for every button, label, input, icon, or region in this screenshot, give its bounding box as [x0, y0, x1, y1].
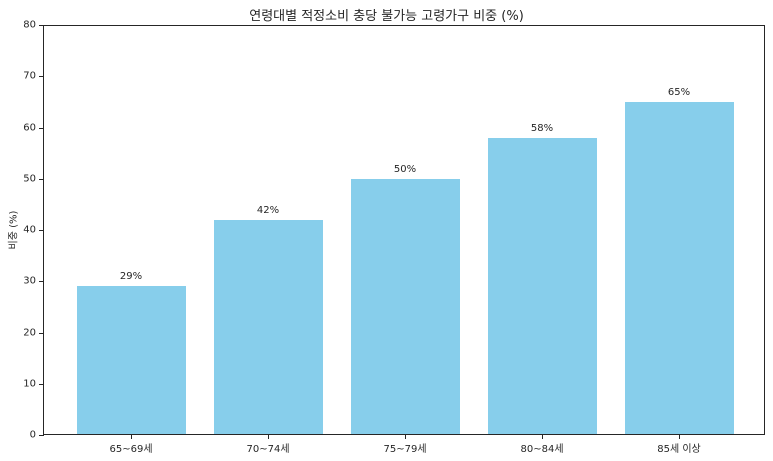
- plot-area: 0 10 20 30 40 50 60 70 80 29% 65~69세 42% 70~74세 50% 75…: [23, 20, 765, 455]
- y-tick-label: 50: [23, 173, 36, 185]
- y-tick: [39, 281, 44, 283]
- bar: [76, 286, 186, 434]
- bar-value-label: 42%: [256, 204, 280, 216]
- y-tick-label: 10: [23, 378, 36, 390]
- y-tick: [39, 435, 44, 436]
- bar: [213, 219, 323, 434]
- y-tick: [39, 25, 44, 26]
- y-tick: [39, 178, 44, 180]
- bar-value-label: 50%: [393, 163, 417, 175]
- y-tick: [39, 76, 44, 78]
- bar-value-label: 65%: [667, 86, 691, 98]
- bar-value-label: 29%: [119, 271, 143, 283]
- y-tick-label: 60: [23, 122, 36, 133]
- x-tick: [268, 434, 269, 439]
- chart-title: 연령대별 적정소비 충당 불가능 고령가구 비중 (%): [249, 9, 524, 24]
- x-tick-label: 65~69세: [109, 444, 153, 455]
- x-tick-label: 75~79세: [383, 444, 427, 455]
- x-tick-label: 70~74세: [246, 444, 290, 455]
- x-tick: [405, 434, 406, 439]
- y-tick-label: 80: [23, 19, 36, 31]
- y-tick-label: 20: [23, 327, 36, 338]
- bar-value-label: 58%: [530, 122, 554, 134]
- bar: [350, 178, 460, 434]
- bar: [487, 137, 597, 434]
- y-tick: [39, 383, 44, 385]
- y-tick-label: 40: [23, 224, 36, 236]
- y-tick-label: 0: [29, 429, 36, 441]
- x-tick: [131, 434, 132, 439]
- x-tick: [542, 434, 543, 439]
- x-tick: [679, 434, 680, 439]
- y-tick: [39, 332, 44, 334]
- y-tick: [39, 127, 44, 129]
- bar: [624, 101, 734, 434]
- y-tick-label: 70: [23, 70, 36, 82]
- x-tick-label: 80~84세: [520, 444, 564, 455]
- x-tick-label: 85세 이상: [657, 444, 701, 455]
- y-tick: [39, 230, 44, 231]
- y-tick-label: 30: [23, 275, 36, 287]
